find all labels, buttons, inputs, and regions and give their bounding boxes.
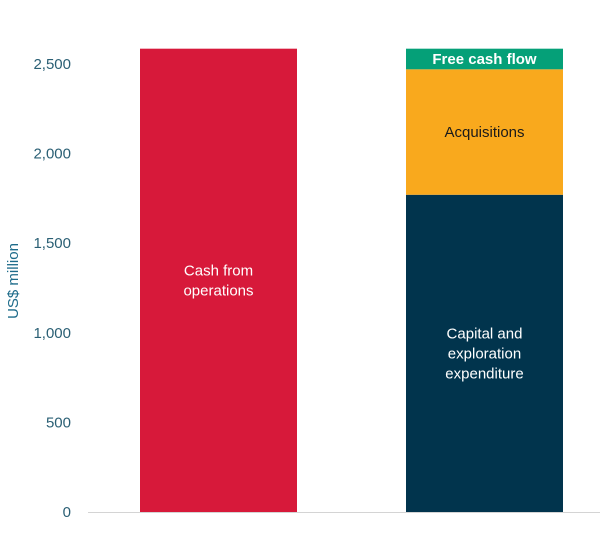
y-tick-label: 0 (63, 504, 71, 521)
y-tick-label: 500 (46, 414, 71, 431)
y-tick-label: 1,500 (33, 235, 71, 252)
bar-segment-label: Acquisitions (444, 124, 524, 141)
bar-segment-label: Free cash flow (432, 51, 537, 68)
bar-segment-label: Cash from operations (183, 262, 253, 299)
y-tick-label: 2,500 (33, 56, 71, 73)
y-tick-label: 1,000 (33, 325, 71, 342)
bar-segment (406, 48, 563, 70)
y-axis-title: US$ million (5, 243, 22, 319)
y-axis: 0 500 1,000 1,500 2,000 2,500 (33, 56, 71, 521)
bar-segment (406, 69, 563, 195)
bar-segment (406, 194, 563, 512)
bars: Cash from operations Capital and exploratio… (140, 48, 563, 512)
bar-segment (140, 48, 297, 512)
y-tick-label: 2,000 (33, 146, 71, 163)
bar-segment-label: Capital and exploration expenditure (445, 325, 523, 382)
